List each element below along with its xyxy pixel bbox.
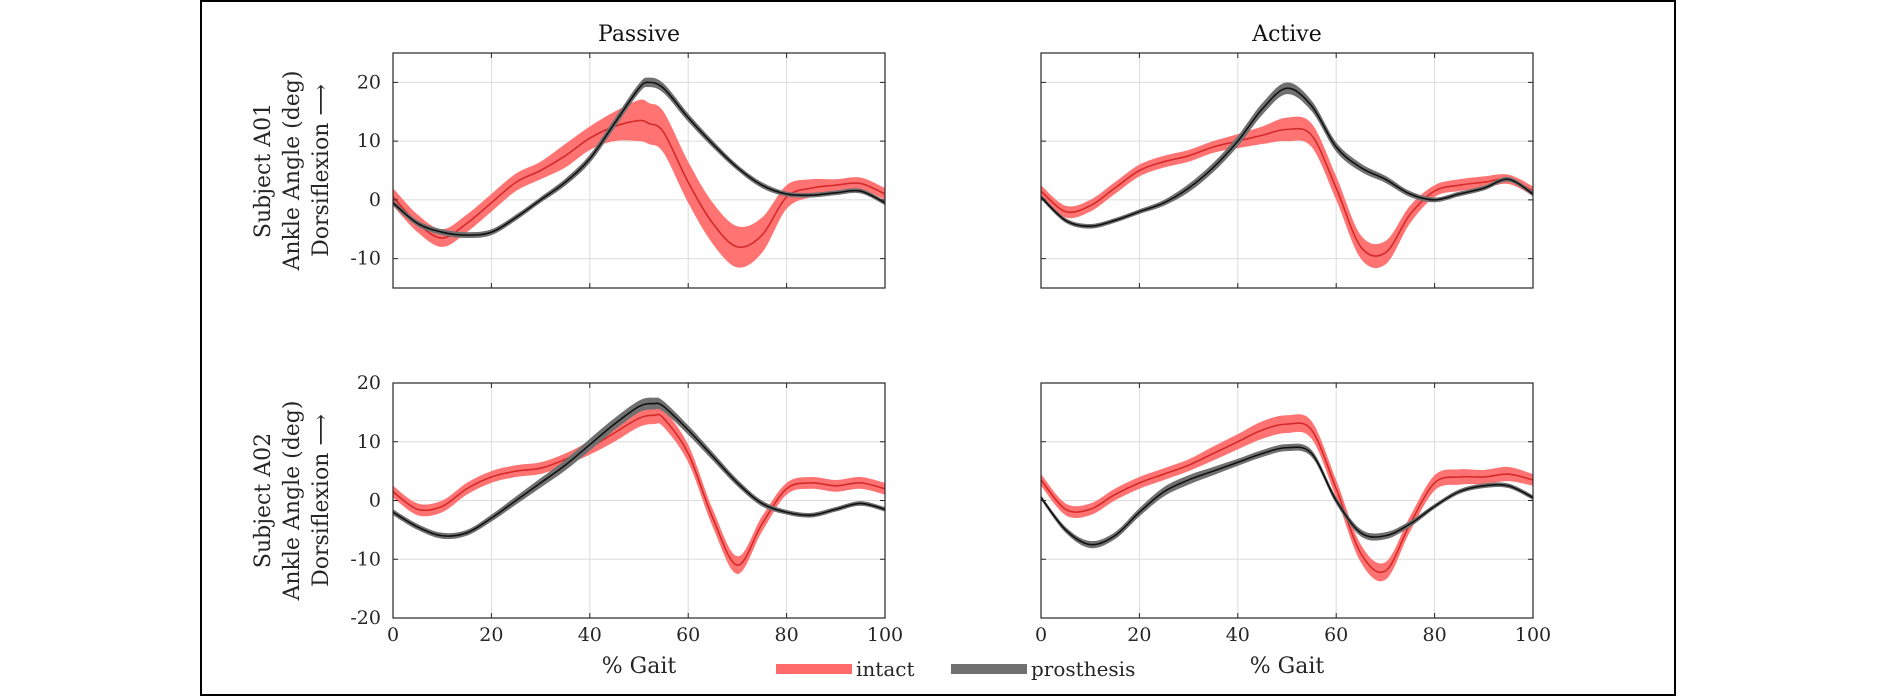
prosthesis-band (1041, 82, 1533, 229)
intact-band (1041, 414, 1533, 582)
plot-area (1041, 82, 1533, 269)
y-tick-label: 20 (357, 372, 381, 394)
prosthesis-mean-line (393, 81, 885, 236)
y-axis-label-line: Dorsiflexion ⟶ (309, 84, 334, 257)
panel-1: -10 0 10 20 Passive Subject A01 Ankle Angle (d… (251, 22, 886, 289)
intact-band (393, 405, 885, 574)
x-tick-label: 100 (867, 624, 903, 646)
panel-4: 0 20 40 60 80 100 % Gait (1035, 382, 1551, 679)
intact-band (393, 99, 885, 268)
y-tick-label: -10 (350, 548, 381, 570)
x-tick-label: 100 (1515, 624, 1551, 646)
x-tick-label: 60 (676, 624, 700, 646)
legend-item-prosthesis: prosthesis (951, 657, 1135, 681)
panel-title: Active (1251, 22, 1322, 47)
prosthesis-band (1041, 443, 1533, 549)
x-tick-label: 20 (479, 624, 503, 646)
panel-2: Active (1040, 22, 1534, 289)
x-tick-label: 0 (1035, 624, 1047, 646)
x-tick-label: 40 (1226, 624, 1250, 646)
intact-mean-line (393, 413, 885, 566)
legend-label: prosthesis (1031, 657, 1135, 681)
y-tick-label: -10 (350, 248, 381, 270)
axes-frame (1040, 52, 1534, 289)
plot-area (1041, 414, 1533, 582)
intact-mean-line (393, 119, 885, 249)
y-tick-label: 0 (369, 189, 381, 211)
figure-border (200, 0, 1676, 696)
y-tick-label: 20 (357, 71, 381, 93)
plot-area (393, 397, 885, 574)
y-axis-label-line: Ankle Angle (deg) (280, 401, 305, 602)
x-tick-label: 80 (1423, 624, 1447, 646)
y-tick-label: 10 (357, 431, 381, 453)
legend: intact prosthesis (776, 657, 1135, 681)
prosthesis-mean-line (1041, 446, 1533, 546)
plot-area (393, 77, 885, 268)
y-tick-label: -20 (350, 607, 381, 629)
prosthesis-mean-line (1041, 87, 1533, 228)
y-axis-label-line: Dorsiflexion ⟶ (309, 414, 334, 587)
axes-frame (392, 52, 886, 289)
prosthesis-mean-line (393, 402, 885, 537)
x-tick-label: 20 (1127, 624, 1151, 646)
panel-title: Passive (598, 22, 680, 47)
legend-item-intact: intact (776, 657, 914, 681)
x-tick-label: 40 (578, 624, 602, 646)
panel-3: 0 20 40 60 80 100 -20 -10 0 10 20 % Gait Subject A02… (251, 372, 903, 679)
x-tick-label: 80 (775, 624, 799, 646)
y-axis-label-line: Ankle Angle (deg) (280, 71, 305, 272)
intact-band (1041, 116, 1533, 269)
intact-mean-line (1041, 422, 1533, 574)
x-axis-label: % Gait (1250, 654, 1325, 679)
x-tick-label: 60 (1324, 624, 1348, 646)
legend-label: intact (856, 657, 914, 681)
y-tick-label: 10 (357, 130, 381, 152)
y-axis-label-line: Subject A02 (251, 433, 276, 568)
intact-mean-line (1041, 127, 1533, 257)
y-axis-label-line: Subject A01 (251, 103, 276, 238)
y-tick-label: 0 (369, 490, 381, 512)
x-tick-label: 0 (387, 624, 399, 646)
x-axis-label: % Gait (602, 654, 677, 679)
